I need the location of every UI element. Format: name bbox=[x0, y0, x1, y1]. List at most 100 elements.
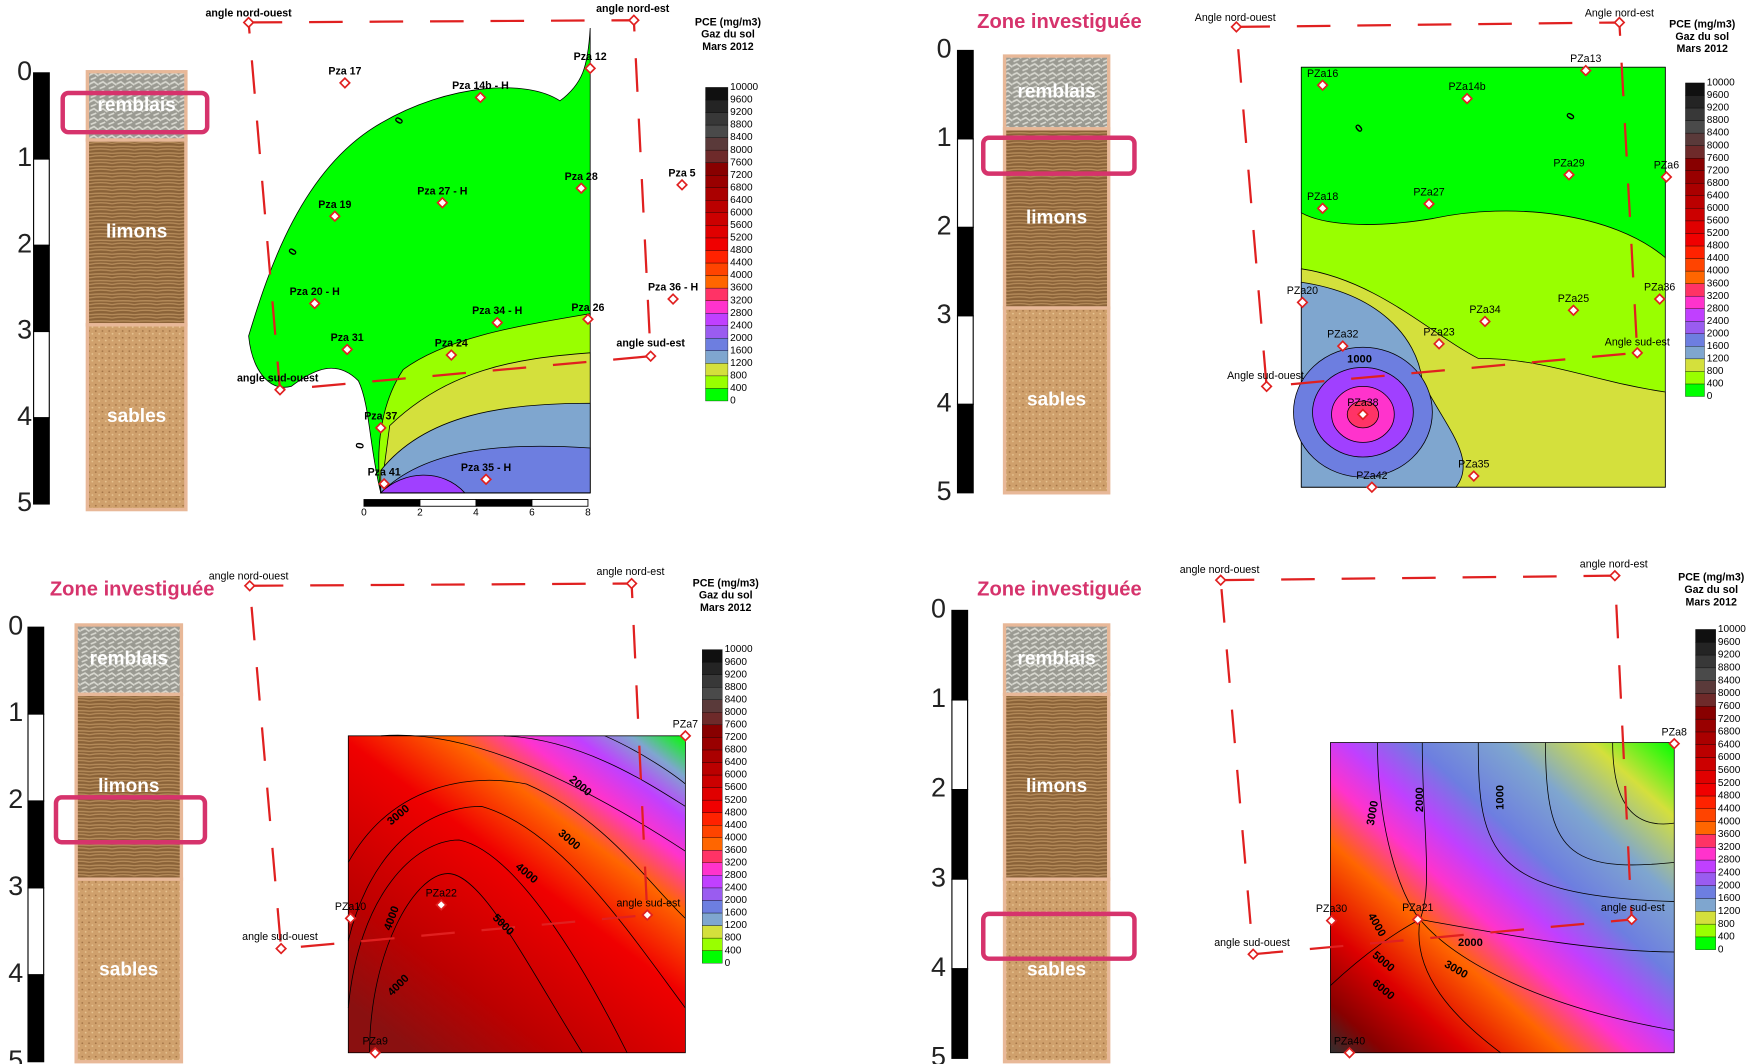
depth-label: 5 bbox=[8, 1045, 23, 1064]
corner-label: angle nord-ouest bbox=[1180, 564, 1260, 576]
legend-label: 6000 bbox=[1718, 752, 1741, 763]
legend-label: 1600 bbox=[1707, 341, 1730, 352]
legend-label: 8400 bbox=[730, 132, 753, 143]
legend-swatch bbox=[1696, 745, 1716, 758]
stratum-label: sables bbox=[99, 959, 158, 980]
legend-swatch bbox=[1685, 271, 1704, 284]
zone-title: Zone investiguée bbox=[977, 579, 1142, 601]
depth-bar bbox=[952, 700, 968, 790]
depth-bar bbox=[34, 245, 50, 331]
scale-segment bbox=[420, 500, 476, 507]
legend-label: 3600 bbox=[730, 283, 753, 294]
legend-title: Gaz du sol bbox=[1684, 584, 1738, 596]
depth-label: 2 bbox=[8, 784, 23, 814]
stratum-label: sables bbox=[1027, 389, 1086, 410]
sample-label: PZa32 bbox=[1327, 329, 1358, 341]
contour-label: 2000 bbox=[1458, 937, 1483, 949]
depth-label: 2 bbox=[17, 228, 32, 258]
legend-label: 3200 bbox=[725, 857, 748, 868]
legend-swatch bbox=[1696, 873, 1716, 886]
legend-swatch bbox=[1685, 171, 1704, 184]
depth-label: 2 bbox=[931, 773, 946, 803]
legend-swatch bbox=[706, 150, 728, 163]
corner-label: Angle sud-ouest bbox=[1227, 370, 1304, 382]
legend-swatch bbox=[1696, 898, 1716, 911]
sample-label: PZa25 bbox=[1558, 293, 1589, 305]
sample-label: PZa10 bbox=[335, 901, 366, 913]
legend-swatch bbox=[702, 775, 722, 788]
legend-swatch bbox=[702, 762, 722, 775]
legend-swatch bbox=[702, 750, 722, 763]
sample-label: Pza 34 - H bbox=[472, 305, 522, 317]
legend-label: 9600 bbox=[730, 95, 753, 106]
corner-label: angle sud-est bbox=[616, 338, 685, 350]
legend-label: 6000 bbox=[1707, 203, 1730, 214]
legend-label: 800 bbox=[1718, 919, 1735, 930]
legend-swatch bbox=[702, 938, 722, 951]
legend-swatch bbox=[1696, 719, 1716, 732]
legend-title: Gaz du sol bbox=[1675, 31, 1729, 43]
legend-label: 10000 bbox=[1718, 624, 1746, 635]
depth-bar bbox=[34, 418, 50, 504]
corner-marker bbox=[1216, 575, 1226, 585]
sample-marker bbox=[340, 78, 350, 88]
corner-label: Angle nord-est bbox=[1585, 7, 1654, 19]
legend-label: 10000 bbox=[730, 82, 758, 93]
legend-label: 4400 bbox=[1718, 803, 1741, 814]
legend-label: 8800 bbox=[1718, 663, 1741, 674]
scale-segment bbox=[476, 500, 532, 507]
sample-label: PZa36 bbox=[1644, 282, 1675, 294]
depth-label: 0 bbox=[8, 610, 23, 640]
corner-label: angle nord-ouest bbox=[206, 7, 293, 19]
sample-label: PZa16 bbox=[1307, 68, 1338, 80]
legend-swatch bbox=[702, 825, 722, 838]
legend-label: 4000 bbox=[1718, 816, 1741, 827]
legend-label: 8800 bbox=[1707, 115, 1730, 126]
sample-label: PZa40 bbox=[1334, 1035, 1365, 1047]
legend-label: 1600 bbox=[1718, 893, 1741, 904]
depth-label: 3 bbox=[17, 315, 32, 345]
sample-label: PZa14b bbox=[1448, 81, 1485, 93]
figure: 012345remblaislimonssablesangle nord-oue… bbox=[0, 0, 1756, 1064]
legend-swatch bbox=[702, 700, 722, 713]
depth-bar bbox=[28, 975, 44, 1062]
sample-label: Pza 19 bbox=[318, 199, 351, 211]
legend-swatch bbox=[706, 200, 728, 213]
corner-label: angle sud-est bbox=[617, 898, 681, 910]
legend-label: 6400 bbox=[1718, 739, 1741, 750]
legend-swatch bbox=[1696, 732, 1716, 745]
legend-label: 6400 bbox=[730, 195, 753, 206]
stratum-label: limons bbox=[1026, 207, 1087, 228]
legend-swatch bbox=[1696, 642, 1716, 655]
depth-label: 1 bbox=[931, 683, 946, 713]
depth-bar bbox=[952, 790, 968, 880]
legend-label: 5200 bbox=[725, 795, 748, 806]
legend-title: Mars 2012 bbox=[1677, 43, 1728, 55]
legend-label: 3200 bbox=[730, 295, 753, 306]
legend-swatch bbox=[1685, 321, 1704, 334]
legend-swatch bbox=[706, 163, 728, 176]
legend-label: 400 bbox=[730, 383, 747, 394]
legend-label: 2000 bbox=[730, 333, 753, 344]
legend-label: 5200 bbox=[1718, 778, 1741, 789]
sample-label: Pza 5 bbox=[668, 167, 695, 179]
legend-swatch bbox=[1696, 758, 1716, 771]
legend-swatch bbox=[1696, 668, 1716, 681]
legend-swatch bbox=[1696, 796, 1716, 809]
legend-swatch bbox=[706, 263, 728, 276]
legend-swatch bbox=[1685, 208, 1704, 221]
depth-label: 5 bbox=[937, 476, 952, 506]
legend-swatch bbox=[706, 338, 728, 351]
sample-label: PZa42 bbox=[1356, 470, 1387, 482]
legend-swatch bbox=[706, 351, 728, 364]
legend-swatch bbox=[1685, 121, 1704, 134]
depth-bar bbox=[958, 139, 974, 227]
legend-label: 7200 bbox=[725, 732, 748, 743]
legend-label: 9600 bbox=[1707, 90, 1730, 101]
contour-label: 1000 bbox=[1495, 785, 1507, 810]
legend-label: 1200 bbox=[1707, 354, 1730, 365]
legend-swatch bbox=[1685, 346, 1704, 359]
sample-label: PZa8 bbox=[1662, 726, 1687, 738]
depth-bar bbox=[28, 714, 44, 801]
legend-swatch bbox=[706, 238, 728, 251]
